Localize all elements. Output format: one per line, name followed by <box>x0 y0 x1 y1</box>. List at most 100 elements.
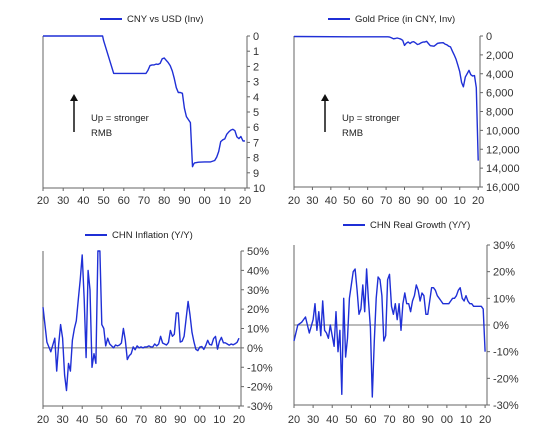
y-tick-label: 0% <box>247 343 263 355</box>
y-tick-label: 6,000 <box>486 88 514 100</box>
x-tick-label: 20 <box>472 195 484 207</box>
y-tick-label: 3 <box>253 77 259 89</box>
y-tick-label: 10% <box>247 324 269 336</box>
y-tick-label: 4,000 <box>486 69 514 81</box>
x-tick-label: 20 <box>37 195 49 207</box>
annotation-line-1: Up = stronger <box>91 113 149 124</box>
legend: CNY vs USD (Inv) <box>100 14 203 25</box>
x-tick-label: 70 <box>380 195 392 207</box>
x-tick-label: 70 <box>135 414 147 426</box>
x-tick-label: 60 <box>362 195 374 207</box>
legend: CHN Inflation (Y/Y) <box>85 230 193 241</box>
y-tick-label: -10% <box>493 347 519 359</box>
y-tick-label: 7 <box>253 137 259 149</box>
y-tick-label: 2,000 <box>486 50 514 62</box>
x-tick-label: 10 <box>454 195 466 207</box>
y-tick-label: 9 <box>253 168 259 180</box>
y-tick-label: 12,000 <box>486 144 520 156</box>
y-tick-label: -30% <box>493 400 519 412</box>
x-tick-label: 00 <box>435 195 447 207</box>
x-tick-label: 60 <box>118 195 130 207</box>
x-tick-label: 00 <box>198 195 210 207</box>
annotation-line-2: RMB <box>91 128 112 139</box>
x-tick-label: 60 <box>364 414 376 426</box>
y-tick-label: 5 <box>253 107 259 119</box>
y-tick-label: 8 <box>253 153 259 165</box>
up-arrow-head-icon <box>321 94 329 101</box>
x-tick-label: 20 <box>288 414 300 426</box>
x-tick-label: 20 <box>37 414 49 426</box>
x-tick-label: 80 <box>154 414 166 426</box>
x-tick-label: 10 <box>213 414 225 426</box>
y-tick-label: 14,000 <box>486 163 520 175</box>
x-tick-label: 80 <box>158 195 170 207</box>
x-tick-label: 70 <box>383 414 395 426</box>
x-tick-label: 40 <box>76 414 88 426</box>
y-tick-label: 0 <box>486 31 492 43</box>
x-tick-label: 20 <box>239 195 251 207</box>
x-tick-label: 30 <box>56 414 68 426</box>
y-tick-label: -20% <box>493 373 519 385</box>
series-line <box>43 35 246 168</box>
annotation: Up = stronger RMB <box>70 94 149 139</box>
y-tick-label: 2 <box>253 61 259 73</box>
legend-label: CNY vs USD (Inv) <box>127 14 203 25</box>
x-tick-label: 90 <box>178 195 190 207</box>
chart-panel-cny-usd: CNY vs USD (Inv) Up = stronger RMB 0 1 2 3 4… <box>37 14 265 207</box>
x-tick-label: 70 <box>138 195 150 207</box>
x-tick-label: 10 <box>460 414 472 426</box>
x-tick-label: 90 <box>422 414 434 426</box>
y-tick-label: 40% <box>247 265 269 277</box>
x-tick-label: 50 <box>345 414 357 426</box>
y-tick-label: 30% <box>247 285 269 297</box>
x-tick-label: 50 <box>343 195 355 207</box>
y-tick-label: 4 <box>253 92 259 104</box>
series-line <box>293 268 486 398</box>
x-tick-label: 80 <box>403 414 415 426</box>
x-tick-label: 60 <box>115 414 127 426</box>
x-tick-label: 30 <box>306 195 318 207</box>
annotation-line-2: RMB <box>342 128 363 139</box>
x-tick-label: 20 <box>288 195 300 207</box>
x-tick-label: 00 <box>441 414 453 426</box>
up-arrow-head-icon <box>70 94 78 101</box>
series-line <box>293 35 479 161</box>
legend-label: CHN Real Growth (Y/Y) <box>370 220 470 231</box>
x-tick-label: 20 <box>233 414 245 426</box>
y-tick-label: 8,000 <box>486 107 514 119</box>
y-tick-label: 0% <box>493 320 509 332</box>
series-line <box>42 250 240 392</box>
y-tick-label: 10 <box>253 183 265 195</box>
y-tick-label: -30% <box>247 401 273 413</box>
y-tick-label: 16,000 <box>486 182 520 194</box>
x-tick-label: 10 <box>219 195 231 207</box>
y-tick-label: -10% <box>247 362 273 374</box>
legend-label: CHN Inflation (Y/Y) <box>112 230 193 241</box>
y-tick-label: 10% <box>493 293 515 305</box>
x-tick-label: 90 <box>417 195 429 207</box>
y-tick-label: 20% <box>247 304 269 316</box>
y-tick-label: 50% <box>247 246 269 258</box>
y-tick-label: 0 <box>253 31 259 43</box>
x-tick-label: 30 <box>57 195 69 207</box>
chart-panel-gold-price: Gold Price (in CNY, Inv) Up = stronger R… <box>288 14 520 207</box>
y-tick-label: 1 <box>253 46 259 58</box>
y-tick-label: 10,000 <box>486 125 520 137</box>
legend: Gold Price (in CNY, Inv) <box>328 14 455 25</box>
y-tick-label: 20% <box>493 267 515 279</box>
x-tick-label: 40 <box>326 414 338 426</box>
legend-label: Gold Price (in CNY, Inv) <box>355 14 455 25</box>
y-tick-label: 6 <box>253 122 259 134</box>
legend: CHN Real Growth (Y/Y) <box>343 220 470 231</box>
x-tick-label: 40 <box>77 195 89 207</box>
chart-panel-chn-inflation: CHN Inflation (Y/Y) 50% 40% 30% 20% 10% 0% -10… <box>37 230 273 426</box>
x-tick-label: 00 <box>194 414 206 426</box>
x-tick-label: 30 <box>307 414 319 426</box>
x-tick-label: 90 <box>174 414 186 426</box>
x-tick-label: 50 <box>97 195 109 207</box>
chart-panel-chn-real-growth: CHN Real Growth (Y/Y) 30% 20% 10% 0% -10% -20… <box>288 220 519 426</box>
x-tick-label: 20 <box>479 414 491 426</box>
x-tick-label: 40 <box>325 195 337 207</box>
y-tick-label: -20% <box>247 382 273 394</box>
